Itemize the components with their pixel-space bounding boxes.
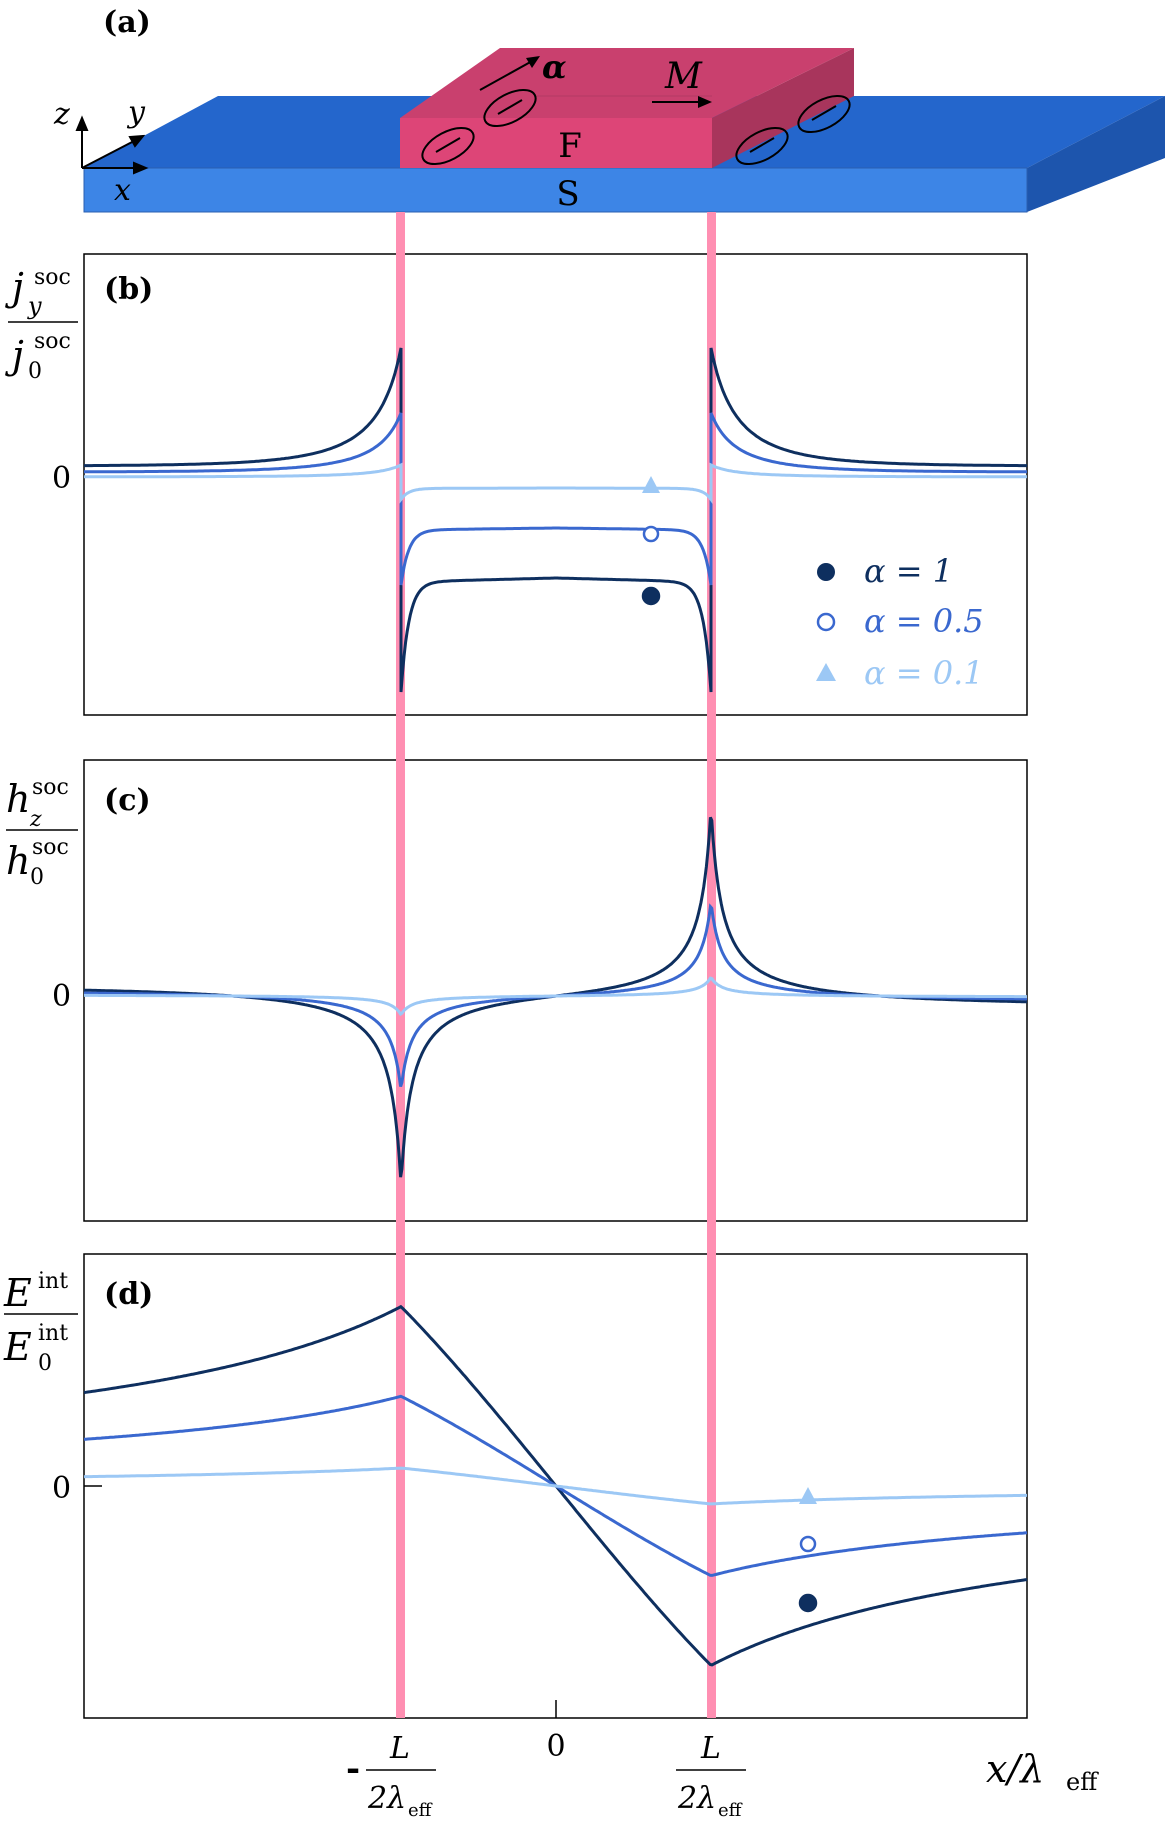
alpha-label: α	[542, 48, 567, 86]
ytick-zero-c: 0	[52, 979, 71, 1014]
ylabel-b-num-sub: y	[27, 292, 42, 320]
alpha-arrow	[479, 59, 535, 91]
legend: α = 1 α = 0.5 α = 0.1	[816, 552, 984, 692]
magnetization-label: M	[664, 56, 703, 97]
alpha-arrowhead	[526, 56, 540, 68]
marker-d-alpha1	[798, 1593, 818, 1613]
xtick-left-eff: eff	[408, 1800, 433, 1821]
xtick-right-eff: eff	[718, 1800, 743, 1821]
ylabel-c-den-sup: soc	[32, 835, 69, 860]
series-line-b	[84, 412, 1027, 586]
x-axis-label-sub: eff	[1066, 1768, 1099, 1796]
xtick-right-L: L	[700, 1731, 721, 1766]
legend-marker-alpha05	[816, 612, 836, 632]
ylabel-b-den-sub: 0	[28, 359, 42, 384]
series-line-b	[84, 462, 1027, 504]
ylabel-d: E int E 0 int	[3, 1269, 78, 1376]
interface-line-left	[396, 212, 405, 1718]
magnetization-arrowhead	[698, 96, 712, 108]
plot-frame-c	[83, 759, 1028, 1222]
ylabel-d-den-sub: 0	[38, 1351, 52, 1376]
spin-loop-icon	[735, 126, 789, 166]
marker-d-alpha05	[799, 1535, 817, 1553]
xtick-left-lambda: 2λ	[367, 1781, 406, 1816]
panel-label-b: (b)	[104, 272, 153, 307]
curves-panel-d	[83, 1304, 1028, 1667]
panel-label-d: (d)	[104, 1277, 153, 1312]
spin-loop-icons	[421, 88, 851, 166]
x-axis-label: x/λ	[986, 1747, 1044, 1791]
legend-label-alpha1: α = 1	[864, 552, 953, 590]
ytick-zero-b: 0	[52, 461, 71, 496]
ylabel-b-den: j	[5, 333, 24, 377]
ylabel-b-den-sup: soc	[34, 329, 71, 354]
ferromagnet-top	[400, 48, 854, 118]
ylabel-c-den-sub: 0	[30, 865, 44, 890]
plot-frame-b	[83, 253, 1028, 716]
ylabel-b-num-sup: soc	[34, 265, 71, 290]
schematic: S F M α	[53, 48, 1165, 214]
xtick-right-lambda: 2λ	[677, 1781, 716, 1816]
ylabel-d-den: E	[3, 1325, 32, 1369]
spin-loop-icon	[421, 126, 475, 166]
axis-z-label: z	[53, 97, 70, 132]
ylabel-b-num: j	[5, 265, 24, 309]
series-line-d	[83, 1466, 1027, 1506]
legend-label-alpha01: α = 0.1	[864, 654, 984, 692]
marker-b-alpha1	[641, 586, 661, 606]
marker-b-alpha05	[642, 525, 660, 543]
ylabel-c: h z soc h 0 soc	[6, 775, 78, 890]
marker-d-alpha01	[799, 1487, 817, 1504]
series-line-b	[84, 347, 1027, 693]
ylabel-d-num: E	[3, 1271, 32, 1315]
legend-marker-alpha1	[817, 563, 835, 581]
interface-line-right	[707, 212, 716, 1718]
ylabel-b: j y soc j 0 soc	[5, 265, 78, 384]
ylabel-d-den-sup: int	[38, 1321, 68, 1346]
curves-panel-c	[84, 816, 1027, 1178]
curve-markers	[641, 476, 818, 1613]
curves-panel-b	[84, 347, 1027, 693]
marker-b-alpha01	[642, 476, 660, 493]
panel-label-a: (a)	[103, 5, 151, 40]
ytick-zero-d: 0	[52, 1471, 71, 1506]
axis-y-label: y	[126, 95, 146, 130]
superconductor-label: S	[556, 174, 579, 214]
ylabel-c-num-sub: z	[29, 807, 42, 832]
axis-x-label: x	[114, 173, 131, 208]
ylabel-c-num-sup: soc	[32, 775, 69, 800]
xtick-left-prefix: -	[346, 1749, 360, 1789]
panel-label-c: (c)	[104, 783, 151, 818]
superconductor-front	[83, 167, 1028, 213]
spin-loop-icon	[797, 94, 851, 134]
legend-marker-alpha01	[816, 663, 836, 681]
spin-loop-icon	[483, 88, 537, 128]
coordinate-axes	[75, 115, 149, 175]
ylabel-c-den: h	[6, 839, 30, 883]
ylabel-d-num-sup: int	[38, 1269, 68, 1294]
legend-label-alpha05: α = 0.5	[864, 602, 984, 640]
xtick-left-L: L	[389, 1731, 410, 1766]
ferromagnet-front	[400, 118, 712, 168]
ferromagnet-label: F	[558, 126, 582, 166]
superconductor-side	[1027, 96, 1165, 212]
xtick-zero: 0	[546, 1729, 565, 1764]
series-line-c	[84, 976, 1027, 1017]
ylabel-c-num: h	[6, 777, 30, 821]
